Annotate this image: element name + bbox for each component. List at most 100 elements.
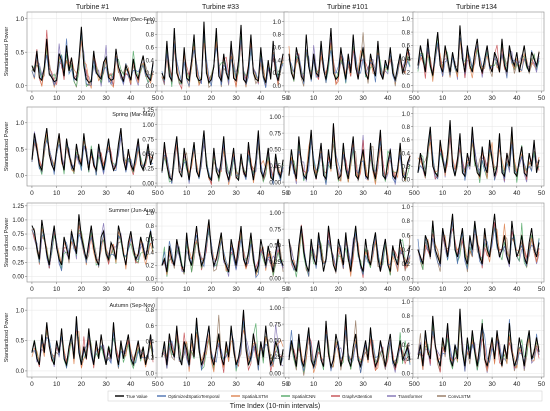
x-tick-label: 10 <box>183 190 191 197</box>
panel-grid: 0 10 20 30 40 500.00.51.0 Winter (Dec-Feb)Stan… <box>4 11 546 388</box>
x-tick-label: 0 <box>416 190 420 197</box>
y-tick-label: 0.4 <box>402 151 411 157</box>
series-line-true-value <box>417 25 540 76</box>
x-tick-label: 10 <box>183 286 191 293</box>
legend-label: SpatialCNN <box>292 394 316 399</box>
series-line-true-value <box>31 127 154 173</box>
x-tick-label: 20 <box>78 95 86 102</box>
y-tick-label: 0.4 <box>146 340 155 346</box>
x-axis-label: Time Index (10-min intervals) <box>230 403 320 410</box>
x-tick-label: 10 <box>439 95 447 102</box>
legend-item-optimizedspatiotemporal: OptimizedSpatioTemporal <box>157 394 220 399</box>
x-tick-label: 30 <box>232 286 240 293</box>
y-tick-label: 0.8 <box>402 30 411 36</box>
series-line-true-value <box>31 214 154 266</box>
legend-label: ConvLSTM <box>448 394 471 399</box>
panel-r0-c0: 0 10 20 30 40 500.00.51.0 Winter (Dec-Feb)Stan… <box>4 11 160 102</box>
x-tick-label: 30 <box>488 381 496 388</box>
x-tick-label: 40 <box>257 286 265 293</box>
x-tick-label: 30 <box>102 286 110 293</box>
x-tick-label: 0 <box>287 381 291 388</box>
y-tick-label: 0.5 <box>16 147 25 153</box>
x-tick-label: 50 <box>282 95 290 102</box>
x-tick-label: 40 <box>513 381 521 388</box>
x-tick-label: 0 <box>160 286 164 293</box>
y-tick-label: 0.6 <box>402 138 411 144</box>
x-tick-label: 50 <box>409 190 417 197</box>
column-title-turbine-134: Turbine #134 <box>456 4 497 11</box>
x-tick-label: 20 <box>78 286 86 293</box>
y-tick-label: 1.00 <box>269 115 281 121</box>
y-tick-label: 0.6 <box>402 329 411 335</box>
panel-r3-c2: 0 10 20 30 40 500.000.250.500.751.00 <box>269 297 417 388</box>
x-tick-label: 10 <box>53 286 61 293</box>
y-tick-label: 0.25 <box>12 260 24 266</box>
x-tick-label: 50 <box>152 286 160 293</box>
y-tick-label: 0.0 <box>16 174 25 180</box>
x-tick-label: 10 <box>53 381 61 388</box>
y-tick-label: 0.2 <box>402 70 411 76</box>
legend-items: True Value OptimizedSpatioTemporal Spatial… <box>115 394 471 399</box>
x-tick-label: 40 <box>384 190 392 197</box>
series-line-true-value <box>161 21 284 84</box>
x-tick-label: 30 <box>359 95 367 102</box>
series-line-true-value <box>161 219 284 274</box>
y-tick-label: 1.00 <box>12 218 24 224</box>
x-tick-label: 0 <box>160 95 164 102</box>
y-tick-label: 0.50 <box>269 148 281 154</box>
plot-area <box>413 203 544 282</box>
y-tick-label: 0.6 <box>402 44 411 50</box>
x-tick-label: 10 <box>439 286 447 293</box>
y-tick-label: 0.0 <box>402 178 411 184</box>
y-tick-label: 0.0 <box>402 372 411 378</box>
y-tick-label: 0.5 <box>16 339 25 345</box>
y-tick-label: 1.0 <box>146 20 155 26</box>
legend-item-convlstm: ConvLSTM <box>437 394 471 399</box>
x-tick-label: 0 <box>416 286 420 293</box>
x-tick-label: 40 <box>257 95 265 102</box>
x-tick-label: 0 <box>30 381 34 388</box>
plot-area <box>27 12 158 91</box>
x-tick-label: 50 <box>282 381 290 388</box>
y-tick-label: 0.0 <box>402 277 411 283</box>
y-tick-label: 0.25 <box>269 164 281 170</box>
x-tick-label: 20 <box>335 381 343 388</box>
panel-r2-c3: 0 10 20 30 40 50 0.0 0.2 0.4 0.6 0.8 1.0 <box>402 202 546 293</box>
y-tick-label: 0.0 <box>273 84 282 90</box>
legend-item-graphattention: GraphAttention <box>331 394 373 399</box>
legend-label: OptimizedSpatioTemporal <box>168 394 220 399</box>
x-tick-label: 30 <box>359 286 367 293</box>
x-tick-label: 20 <box>464 95 472 102</box>
x-tick-label: 40 <box>127 381 135 388</box>
y-tick-label: 0.4 <box>402 248 411 254</box>
y-tick-label: 0.6 <box>273 46 282 52</box>
x-tick-label: 50 <box>538 381 546 388</box>
legend-label: SpatialLSTM <box>242 394 268 399</box>
x-tick-label: 20 <box>464 286 472 293</box>
plot-frame <box>412 202 545 283</box>
x-tick-label: 30 <box>232 381 240 388</box>
legend-item-spatiallstm: SpatialLSTM <box>231 394 268 399</box>
x-tick-label: 50 <box>282 286 290 293</box>
panel-r2-c2: 0 10 20 30 40 500.000.250.500.751.00 <box>269 202 417 293</box>
x-tick-label: 40 <box>127 190 135 197</box>
y-tick-label: 0.2 <box>146 71 155 77</box>
x-tick-label: 10 <box>310 190 318 197</box>
x-tick-label: 0 <box>416 95 420 102</box>
series-line-true-value <box>161 309 284 366</box>
x-tick-label: 10 <box>183 381 191 388</box>
x-tick-label: 0 <box>416 381 420 388</box>
panel-r3-c3: 0 10 20 30 40 50 0.0 0.2 0.4 0.6 0.8 1.0 <box>402 297 546 388</box>
y-tick-label: 0.8 <box>146 308 155 314</box>
y-tick-label: 1.0 <box>402 205 411 211</box>
x-tick-label: 50 <box>282 190 290 197</box>
x-tick-label: 50 <box>538 95 546 102</box>
y-tick-label: 0.8 <box>146 224 155 230</box>
x-tick-label: 30 <box>359 381 367 388</box>
x-tick-label: 0 <box>30 190 34 197</box>
y-tick-label: 0.8 <box>402 219 411 225</box>
column-titles: Turbine #1 Turbine #33 Turbine #101 Turb… <box>76 4 497 11</box>
y-tick-label: 0.2 <box>146 264 155 270</box>
y-tick-label: 0.0 <box>16 84 25 90</box>
y-tick-label: 1.0 <box>402 300 411 306</box>
